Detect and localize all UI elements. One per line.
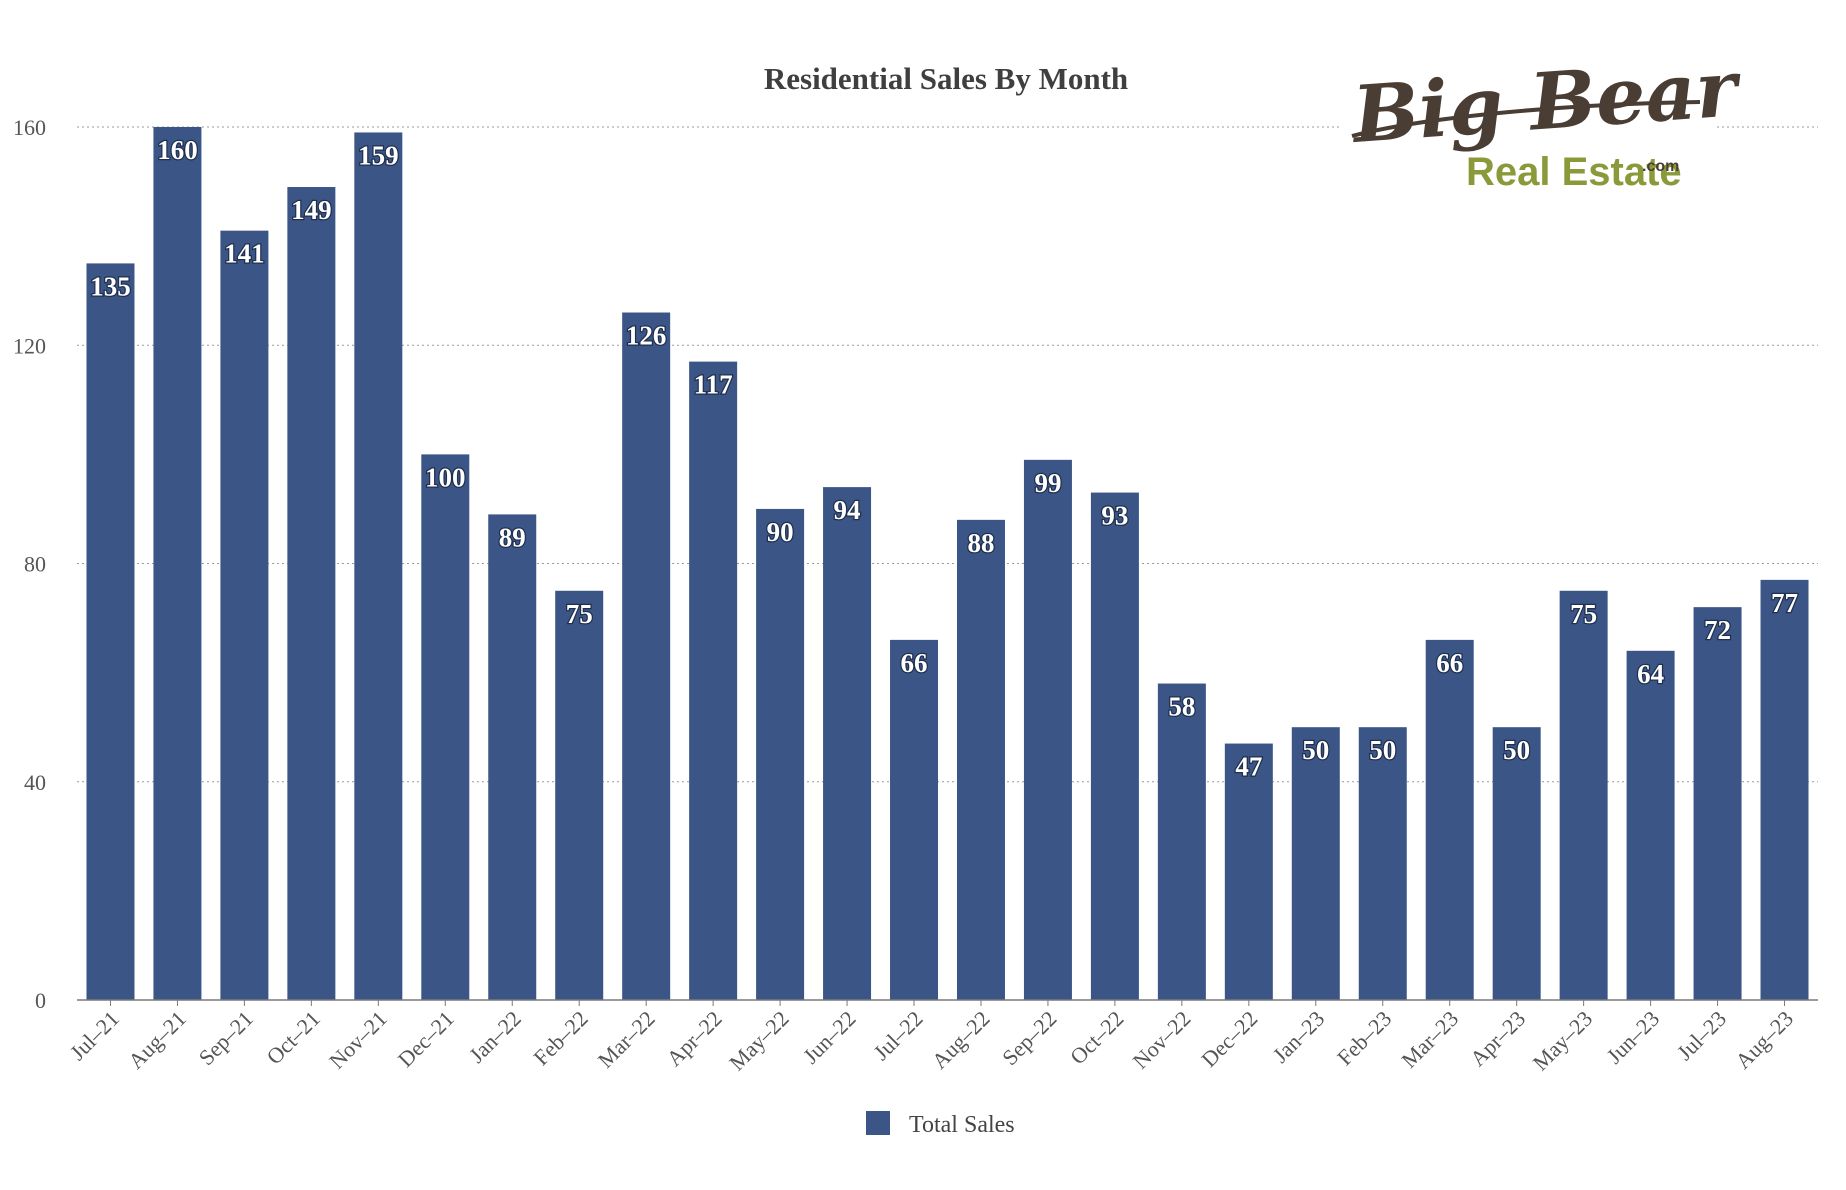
x-tick-label: Jan–23 xyxy=(1268,1006,1330,1068)
x-tick-label: Jun–23 xyxy=(1602,1006,1665,1069)
x-tick-label: Jul–21 xyxy=(65,1006,124,1065)
x-tick-label: Dec–22 xyxy=(1196,1006,1262,1072)
x-tick-label: Feb–22 xyxy=(528,1006,592,1070)
bar-value-label: 126 xyxy=(626,321,667,351)
x-tick-label: May–23 xyxy=(1528,1006,1598,1076)
bar-value-label: 75 xyxy=(566,599,593,629)
bar-value-label: 90 xyxy=(767,517,794,547)
bar xyxy=(354,132,403,1001)
x-tick-label: Mar–23 xyxy=(1396,1006,1463,1073)
bar xyxy=(1425,639,1474,1000)
bar xyxy=(1492,727,1541,1000)
bar-value-label: 75 xyxy=(1570,599,1597,629)
legend-label: Total Sales xyxy=(909,1112,1015,1138)
bar-value-label: 47 xyxy=(1235,752,1262,782)
bar xyxy=(1693,607,1742,1000)
bar-value-label: 160 xyxy=(157,135,198,165)
logo-swoosh-icon xyxy=(1351,100,1701,138)
y-tick-label: 40 xyxy=(24,770,46,795)
logo-backdrop xyxy=(1340,78,1716,196)
bar xyxy=(1023,459,1072,1000)
bar-value-label: 100 xyxy=(425,462,466,492)
bar-value-label: 50 xyxy=(1302,735,1329,765)
y-tick-label: 80 xyxy=(24,552,46,577)
bar xyxy=(823,487,872,1000)
bar xyxy=(1090,492,1139,1000)
bar-value-label: 141 xyxy=(224,239,265,269)
y-axis-ticks: 0 40 80 120 160 xyxy=(13,115,46,1013)
bar-value-label: 149 xyxy=(291,195,332,225)
bar xyxy=(1157,683,1206,1000)
bar xyxy=(555,590,604,1000)
bar xyxy=(956,519,1005,1000)
bar xyxy=(756,508,805,1000)
bar-value-label: 50 xyxy=(1503,735,1530,765)
x-tick-label: Dec–21 xyxy=(393,1006,459,1072)
legend-swatch xyxy=(866,1111,890,1135)
bar xyxy=(153,127,202,1000)
bar-value-label: 117 xyxy=(694,370,733,400)
x-tick-label: Jul–23 xyxy=(1672,1006,1731,1065)
bar-value-label: 77 xyxy=(1771,588,1798,618)
y-tick-label: 120 xyxy=(13,333,46,358)
bar xyxy=(1358,727,1407,1000)
x-tick-label: Sep–21 xyxy=(194,1006,258,1070)
logo-com-text: .com xyxy=(1642,158,1679,175)
bar xyxy=(622,312,671,1000)
x-tick-label: Nov–21 xyxy=(324,1006,392,1074)
x-tick-label: Sep–22 xyxy=(997,1006,1061,1070)
bar-value-label: 159 xyxy=(358,140,399,170)
x-tick-label: Apr–23 xyxy=(1465,1006,1530,1071)
bar-value-label: 93 xyxy=(1101,501,1128,531)
bar xyxy=(1559,590,1608,1000)
bar xyxy=(1626,650,1675,1000)
bar-value-labels: 135 160 141 149 159 100 89 75 126 117 90 94 66 88 99 93… xyxy=(89,134,1799,783)
bar-value-label: 66 xyxy=(1436,648,1463,678)
bar xyxy=(1291,727,1340,1000)
bar-value-label: 72 xyxy=(1704,615,1731,645)
x-tick-label: Apr–22 xyxy=(661,1006,726,1071)
x-tick-label: Mar–22 xyxy=(593,1006,660,1073)
bar xyxy=(689,361,738,1000)
x-tick-label: Jan–22 xyxy=(464,1006,526,1068)
bar-value-label: 88 xyxy=(967,528,994,558)
bar-value-label: 89 xyxy=(499,522,526,552)
bar xyxy=(220,230,269,1000)
x-tick-label: Oct–22 xyxy=(1065,1006,1128,1069)
bar-value-label: 99 xyxy=(1034,468,1061,498)
gridlines xyxy=(77,126,1818,783)
bar xyxy=(1224,743,1273,1000)
legend: Total Sales xyxy=(866,1111,1015,1138)
x-tick-label: Aug–23 xyxy=(1730,1006,1798,1074)
bar xyxy=(890,639,939,1000)
bar-value-label: 50 xyxy=(1369,735,1396,765)
bar xyxy=(488,514,537,1000)
y-tick-label: 0 xyxy=(35,988,46,1013)
bar-value-label: 94 xyxy=(834,495,861,525)
x-tick-label: Aug–21 xyxy=(123,1006,191,1074)
bar xyxy=(287,187,336,1001)
bar-value-label: 58 xyxy=(1168,692,1195,722)
bar-value-label: 66 xyxy=(901,648,928,678)
x-tick-label: Oct–21 xyxy=(261,1006,324,1069)
x-tick-label: Jul–22 xyxy=(868,1006,927,1065)
logo-real-estate-text: Real Estate xyxy=(1466,150,1682,194)
bars xyxy=(86,127,1809,1001)
y-tick-label: 160 xyxy=(13,115,46,140)
bar xyxy=(421,454,470,1000)
x-axis-ticks: Jul–21 Aug–21 Sep–21 Oct–21 Nov–21 Dec–21 Jan–… xyxy=(65,1000,1798,1075)
bar-value-label: 135 xyxy=(90,271,131,301)
x-tick-label: Feb–23 xyxy=(1332,1006,1396,1070)
x-tick-label: Aug–22 xyxy=(927,1006,995,1074)
bar xyxy=(1760,579,1809,1000)
x-tick-label: Jun–22 xyxy=(798,1006,861,1069)
chart-title: Residential Sales By Month xyxy=(764,61,1128,96)
x-tick-label: Nov–22 xyxy=(1128,1006,1196,1074)
bar xyxy=(86,263,135,1000)
x-tick-label: May–22 xyxy=(724,1006,794,1076)
bar-value-label: 64 xyxy=(1637,659,1664,689)
brand-logo: Big Bear Real Estate .com xyxy=(1340,43,1745,196)
